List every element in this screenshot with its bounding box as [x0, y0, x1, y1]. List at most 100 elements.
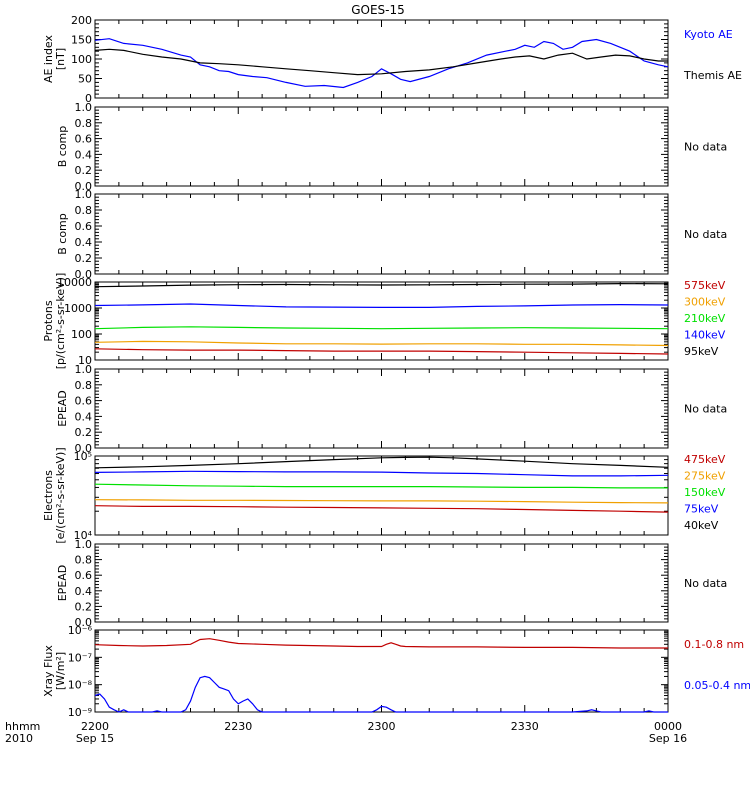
- y-tick-label: 0.0: [75, 616, 93, 629]
- y-axis-label: Electrons: [42, 470, 55, 521]
- x-tick-date-label: Sep 15: [76, 732, 114, 745]
- panel-bcomp1: 0.0 0.2 0.4 0.6 0.8 1.0 B comp No data: [56, 101, 727, 193]
- y-tick-label: 150: [71, 34, 92, 47]
- y-axis-label: [W/m²]: [54, 652, 67, 690]
- y-tick-label: 0.6: [75, 133, 93, 146]
- panel-frame: [94, 455, 669, 536]
- panel-electrons: 10⁴ 10⁵ Electrons [e/(cm²-s-sr-keV)] 475keV 2…: [42, 447, 726, 543]
- y-tick-label: 0.8: [75, 117, 93, 130]
- y-tick-label: 100: [71, 53, 92, 66]
- y-tick-label: 10⁻⁷: [68, 651, 92, 664]
- y-axis-label: B comp: [56, 213, 69, 255]
- legend-entry: 210keV: [684, 312, 726, 325]
- y-axis-label: [p/(cm²-s-sr-keV)]: [54, 273, 67, 370]
- legend-entry: 475keV: [684, 453, 726, 466]
- y-tick-label: 0.0: [75, 442, 93, 455]
- series-line-0-05-0-4-nm: [94, 675, 668, 713]
- panel-frame: [94, 106, 669, 187]
- legend-entry: 150keV: [684, 486, 726, 499]
- panel-stack: 0 50 100 150 200 AE index [nT] Kyoto AE Themis A…: [42, 14, 750, 719]
- legend-entry: 75keV: [684, 503, 719, 516]
- series-line-kyoto-ae: [94, 38, 669, 89]
- x-tick-label: 2200: [81, 720, 109, 733]
- y-tick-label: 0.4: [75, 410, 93, 423]
- y-tick-label: 10⁻⁶: [68, 624, 93, 637]
- y-tick-label: 0.4: [75, 585, 93, 598]
- series-line-300kev: [94, 340, 669, 347]
- series-line-95kev: [94, 282, 669, 288]
- y-tick-label: 0.4: [75, 148, 93, 161]
- panel-ae: 0 50 100 150 200 AE index [nT] Kyoto AE Themis A…: [42, 14, 742, 105]
- legend-entry: No data: [684, 228, 727, 241]
- y-tick-label: 100: [71, 328, 92, 341]
- x-axis-label-hhmm: hhmm: [5, 720, 40, 733]
- y-tick-label: 1.0: [75, 101, 93, 114]
- panel-frame: [94, 543, 669, 623]
- panel-frame: [94, 629, 669, 713]
- y-axis-label: AE index: [42, 34, 55, 83]
- y-tick-label: 50: [78, 73, 92, 86]
- panel-epead1: 0.0 0.2 0.4 0.6 0.8 1.0 EPEAD No data: [56, 363, 727, 455]
- panel-bcomp2: 0.0 0.2 0.4 0.6 0.8 1.0 B comp No data: [56, 188, 727, 281]
- legend-entry: 95keV: [684, 345, 719, 358]
- y-tick-label: 1.0: [75, 363, 93, 376]
- y-tick-label: 0.2: [75, 426, 93, 439]
- series-line-475kev: [94, 505, 669, 513]
- legend-entry: 40keV: [684, 519, 719, 532]
- panel-xray: 10⁻⁹ 10⁻⁸ 10⁻⁷ 10⁻⁶ Xray Flux [W/m²] 0.1-0.8 n…: [42, 624, 750, 719]
- series-line-210kev: [94, 326, 669, 330]
- y-tick-label: 0.2: [75, 164, 93, 177]
- plot-title: GOES-15: [351, 3, 405, 17]
- legend-entry: 0.05-0.4 nm: [684, 679, 750, 692]
- y-axis-label: [e/(cm²-s-sr-keV)]: [54, 447, 67, 543]
- y-tick-label: 0.8: [75, 204, 93, 217]
- panel-epead2: 0.0 0.2 0.4 0.6 0.8 1.0 EPEAD No data: [56, 538, 727, 629]
- y-axis-label: Protons: [42, 300, 55, 341]
- series-line-40kev: [94, 456, 669, 469]
- y-tick-label: 0.8: [75, 379, 93, 392]
- y-tick-label: 0.0: [75, 268, 93, 281]
- y-axis-label: EPEAD: [56, 565, 69, 602]
- legend-entry: 275keV: [684, 470, 726, 483]
- legend-entry: 0.1-0.8 nm: [684, 638, 744, 651]
- y-tick-label: 0.8: [75, 554, 93, 567]
- y-tick-label: 1.0: [75, 538, 93, 551]
- panel-frame: [94, 193, 669, 275]
- y-tick-label: 1.0: [75, 188, 93, 201]
- series-line-140kev: [94, 303, 669, 308]
- y-tick-label: 0.2: [75, 600, 93, 613]
- legend-entry: 575keV: [684, 279, 726, 292]
- y-tick-label: 0: [85, 92, 92, 105]
- y-tick-label: 0.2: [75, 252, 93, 265]
- series-line-575kev: [94, 348, 669, 355]
- y-axis-label: EPEAD: [56, 390, 69, 427]
- y-tick-label: 10⁵: [74, 450, 92, 463]
- legend-entry: No data: [684, 577, 727, 590]
- legend-entry: 140keV: [684, 329, 726, 342]
- y-axis-label: B comp: [56, 126, 69, 168]
- y-tick-label: 0.6: [75, 569, 93, 582]
- panel-frame: [94, 368, 669, 449]
- panel-frame: [94, 281, 669, 361]
- legend-entry: No data: [684, 141, 727, 154]
- legend-entry: Kyoto AE: [684, 28, 733, 41]
- y-tick-label: 1000: [64, 302, 92, 315]
- y-tick-label: 0.0: [75, 180, 93, 193]
- y-tick-label: 0.6: [75, 395, 93, 408]
- y-tick-label: 10⁻⁸: [68, 679, 93, 692]
- legend-entry: No data: [684, 403, 727, 416]
- series-line-275kev: [94, 499, 669, 504]
- y-axis-label: Xray Flux: [42, 645, 55, 697]
- x-tick-date-label: Sep 16: [649, 732, 687, 745]
- series-line-150kev: [94, 483, 668, 489]
- x-tick-label: 2230: [224, 720, 252, 733]
- legend-entry: Themis AE: [683, 69, 742, 82]
- x-tick-label: 2330: [511, 720, 539, 733]
- series-line-themis-ae: [94, 48, 668, 76]
- x-tick-label: 2300: [368, 720, 396, 733]
- x-tick-label: 0000: [654, 720, 682, 733]
- y-tick-label: 10⁻⁹: [68, 706, 92, 719]
